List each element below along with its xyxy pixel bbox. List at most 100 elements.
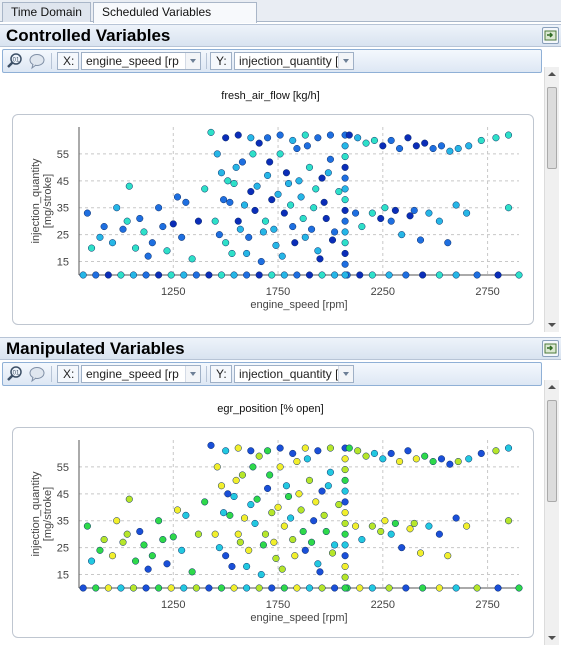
data-point	[341, 541, 349, 549]
data-point	[391, 206, 399, 214]
y-axis-select[interactable]: injection_quantity [	[234, 52, 354, 70]
data-point	[335, 501, 343, 509]
data-point	[324, 482, 332, 490]
x-axis-select-value: engine_speed [rp	[86, 54, 179, 68]
data-point	[142, 584, 150, 592]
x-tick-label: 2750	[475, 599, 499, 611]
data-point	[318, 487, 326, 495]
data-point	[123, 530, 131, 538]
data-point	[293, 271, 301, 279]
toolbar-separator	[51, 366, 52, 382]
data-point	[463, 209, 471, 217]
scroll-down-icon[interactable]	[548, 636, 556, 640]
data-point	[444, 239, 452, 247]
zoom-icon[interactable]: 01	[6, 52, 24, 70]
y-axis-title: injection_quantity	[30, 471, 42, 557]
scrollbar-thumb[interactable]	[547, 87, 557, 169]
data-point	[477, 136, 485, 145]
vertical-scrollbar[interactable]	[544, 67, 559, 332]
data-point	[270, 538, 278, 546]
data-point	[108, 239, 117, 247]
data-point	[416, 549, 425, 557]
data-point	[412, 455, 420, 463]
data-point	[402, 271, 410, 279]
data-point	[276, 131, 284, 139]
data-point	[356, 584, 364, 592]
data-point	[352, 209, 360, 217]
data-point	[259, 228, 267, 236]
data-point	[341, 584, 349, 592]
x-axis-select[interactable]: engine_speed [rp	[81, 365, 201, 383]
tab-scheduled-variables-domain[interactable]: Scheduled Variables Domain	[93, 2, 257, 38]
data-point	[341, 249, 349, 258]
collapse-button[interactable]	[542, 340, 559, 357]
chart-frame: 1250 1750 2250 2750 15 25 35 45 55 engine_speed […	[12, 114, 534, 325]
tab-time-domain[interactable]: Time Domain	[2, 2, 91, 22]
scroll-down-icon[interactable]	[548, 323, 556, 327]
comment-icon[interactable]	[28, 365, 46, 383]
data-point	[272, 241, 280, 249]
data-point	[217, 169, 226, 177]
chevron-down-icon[interactable]	[338, 53, 353, 69]
data-point	[92, 271, 100, 279]
zoom-icon[interactable]: 01	[6, 365, 24, 383]
data-point	[104, 271, 112, 279]
data-point	[88, 244, 96, 252]
data-point	[410, 206, 418, 214]
y-axis-select-value: injection_quantity [	[239, 54, 339, 68]
data-point	[148, 552, 156, 560]
data-point	[113, 204, 121, 212]
data-point	[261, 217, 270, 225]
x-axis-select[interactable]: engine_speed [rp	[81, 52, 201, 70]
data-point	[341, 260, 349, 268]
y-axis-select[interactable]: injection_quantity [	[234, 365, 354, 383]
data-point	[194, 530, 202, 538]
scroll-up-icon[interactable]	[548, 72, 556, 76]
data-point	[308, 538, 316, 546]
data-point	[341, 228, 349, 236]
chevron-down-icon[interactable]	[185, 366, 200, 382]
data-point	[253, 495, 261, 503]
data-point	[284, 492, 293, 501]
data-point	[377, 527, 385, 536]
data-point	[211, 530, 219, 538]
data-point	[228, 562, 236, 571]
y-tick-label: 25	[57, 543, 69, 555]
chevron-down-icon[interactable]	[338, 366, 353, 382]
data-point	[272, 554, 280, 562]
data-point	[119, 225, 127, 233]
scrollbar-thumb[interactable]	[547, 400, 557, 502]
data-point	[341, 476, 349, 484]
data-point	[379, 455, 387, 463]
data-point	[243, 249, 251, 258]
data-point	[282, 169, 290, 177]
data-point	[299, 527, 307, 536]
data-point	[264, 171, 272, 179]
data-point	[268, 196, 276, 204]
data-point	[381, 517, 389, 525]
collapse-button[interactable]	[542, 27, 559, 44]
data-point	[406, 525, 414, 533]
data-point	[226, 511, 234, 519]
data-point	[318, 174, 326, 182]
vertical-scrollbar[interactable]	[544, 380, 559, 645]
data-point	[494, 271, 502, 279]
comment-icon[interactable]	[28, 52, 46, 70]
data-point	[163, 560, 171, 568]
data-point	[148, 239, 156, 247]
data-point	[324, 169, 332, 177]
panel-title: Controlled Variables	[6, 26, 171, 45]
data-point	[284, 179, 293, 188]
data-point	[264, 447, 272, 455]
data-point	[341, 466, 349, 474]
data-point	[205, 271, 213, 279]
scroll-up-icon[interactable]	[548, 385, 556, 389]
data-point	[289, 449, 297, 458]
data-point	[429, 144, 437, 153]
data-point	[155, 271, 163, 279]
chevron-down-icon[interactable]	[185, 53, 200, 69]
data-point	[274, 503, 282, 511]
data-point	[504, 517, 513, 525]
data-point	[303, 455, 311, 463]
data-point	[381, 204, 389, 212]
